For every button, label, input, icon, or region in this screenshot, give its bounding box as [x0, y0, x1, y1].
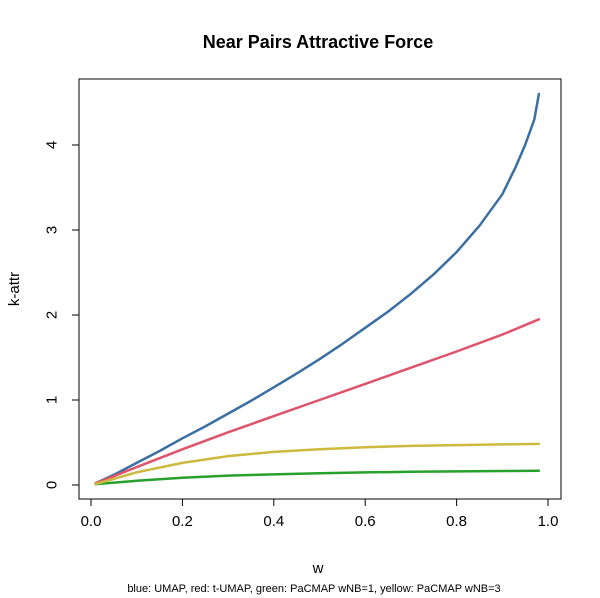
x-tick-label: 0.6: [355, 513, 376, 530]
series-line-3: [94, 469, 541, 486]
x-axis-label: w: [312, 560, 324, 577]
chart-caption: blue: UMAP, red: t-UMAP, green: PaCMAP w…: [127, 583, 500, 595]
chart-title: Near Pairs Attractive Force: [203, 32, 433, 52]
series-line-4: [94, 442, 541, 486]
x-tick-label: 0.8: [446, 513, 467, 530]
series-line-1: [94, 92, 541, 485]
y-tick-label: 0: [44, 481, 61, 489]
y-axis-label: k-attr: [6, 272, 23, 306]
series-layer: [94, 92, 541, 486]
y-tick-label: 2: [44, 311, 61, 319]
y-tick-label: 1: [44, 396, 61, 404]
y-tick-label: 4: [44, 141, 61, 149]
x-tick-label: 0.4: [263, 513, 284, 530]
x-axis: 0.0 0.2 0.4 0.6 0.8 1.0: [81, 498, 559, 530]
series-line-2: [94, 318, 541, 485]
y-axis: 0 1 2 3 4: [44, 141, 80, 489]
x-tick-label: 0.2: [172, 513, 193, 530]
plot-frame: [78, 78, 562, 500]
x-tick-label: 0.0: [81, 513, 102, 530]
x-tick-label: 1.0: [538, 513, 559, 530]
y-tick-label: 3: [44, 226, 61, 234]
